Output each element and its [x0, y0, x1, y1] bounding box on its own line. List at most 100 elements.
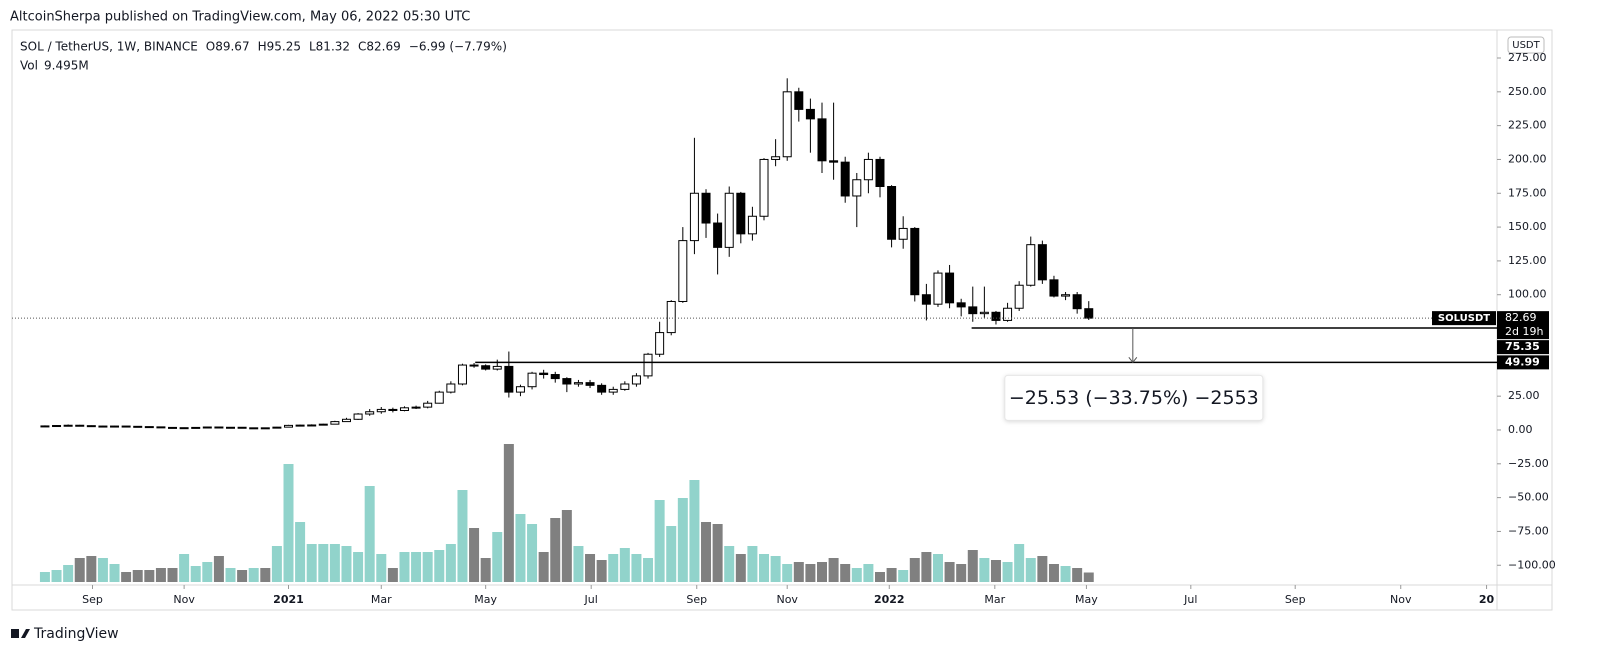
volume-bar	[190, 566, 201, 582]
candle-body	[910, 227, 920, 296]
volume-bar	[793, 562, 804, 582]
candle-body	[562, 378, 572, 385]
volume-bar	[480, 558, 491, 582]
candle-body	[585, 382, 595, 386]
candle-body	[840, 161, 850, 197]
volume-bar	[1072, 568, 1083, 582]
volume-bar	[329, 544, 340, 582]
x-tick-label: Sep	[82, 593, 103, 606]
legend-item: C82.69	[358, 40, 401, 54]
candle-body	[353, 413, 363, 420]
volume-bar	[874, 572, 885, 582]
candle-body	[736, 192, 746, 235]
volume-bar	[434, 550, 445, 582]
candle-body	[423, 402, 433, 408]
volume-bar	[817, 562, 827, 582]
volume-bar	[202, 562, 213, 582]
candle-body	[434, 391, 444, 404]
candle-body	[817, 118, 827, 162]
volume-bar	[619, 548, 630, 582]
volume-bar	[364, 486, 375, 582]
candle-body	[678, 240, 688, 302]
candle-body	[260, 427, 270, 430]
x-tick-label: 2022	[874, 593, 905, 606]
volume-bar	[990, 560, 1001, 582]
currency-box	[1507, 36, 1545, 54]
candle-body	[875, 158, 885, 188]
candle-body	[179, 427, 189, 430]
y-tick-label: 175.00	[1508, 186, 1547, 199]
candle-body	[898, 227, 908, 240]
y-tick-label: 25.00	[1508, 389, 1540, 402]
volume-bar	[387, 568, 398, 582]
level-tag	[1497, 340, 1549, 355]
candle-body	[620, 383, 630, 390]
legend-item: −6.99 (−7.79%)	[409, 40, 507, 54]
y-tick-label: 100.00	[1508, 288, 1547, 301]
candle-body	[921, 294, 931, 305]
candle-body	[249, 427, 259, 430]
candle-body	[527, 372, 537, 388]
legend-item: H95.25	[258, 40, 301, 54]
volume-bar	[457, 490, 468, 582]
price-tag-text: 82.69	[1505, 311, 1537, 324]
volume-legend: Vol	[20, 59, 38, 73]
volume-bar	[747, 546, 758, 582]
volume-bar	[318, 544, 329, 582]
candle-body	[666, 300, 676, 334]
volume-bar	[260, 568, 271, 582]
candle-body	[202, 426, 212, 429]
y-tick-label: −100.00	[1508, 558, 1556, 571]
y-tick-label: 0.00	[1508, 423, 1533, 436]
candle-body	[945, 272, 955, 304]
countdown: 2d 19h	[1505, 325, 1543, 338]
candle-body	[237, 426, 247, 429]
volume-bar	[469, 528, 480, 582]
candle-body	[1049, 279, 1059, 297]
volume-bar	[921, 552, 932, 582]
volume-bar	[376, 554, 387, 582]
volume-bar	[248, 568, 259, 582]
candle-body	[295, 424, 305, 427]
candle-body	[75, 424, 85, 427]
candle-body	[550, 374, 560, 380]
volume-bar	[550, 518, 561, 582]
candle-body	[597, 384, 607, 393]
x-tick-label: Nov	[1390, 593, 1412, 606]
candle-body	[655, 332, 665, 355]
volume-bar	[886, 568, 897, 582]
candle-body	[504, 365, 514, 393]
volume-bar	[411, 552, 422, 582]
volume-bar	[654, 500, 665, 582]
x-tick-label: Mar	[984, 593, 1005, 606]
level-tag-text: 49.99	[1505, 355, 1540, 368]
volume-bar	[97, 558, 108, 582]
candle-body	[573, 382, 583, 385]
volume-bar	[944, 562, 955, 582]
volume-bar	[596, 560, 607, 582]
volume-bar	[677, 498, 688, 582]
candle-body	[515, 386, 525, 393]
candle-body	[52, 425, 62, 428]
x-tick-label: May	[1075, 593, 1098, 606]
header: AltcoinSherpa published on TradingView.c…	[10, 10, 470, 25]
candle-body	[365, 411, 375, 415]
volume-bar	[503, 444, 514, 582]
volume-bar	[608, 554, 619, 582]
volume-bar	[283, 464, 294, 582]
measure-box	[1004, 374, 1264, 421]
volume-bar	[932, 554, 943, 582]
volume-bar	[967, 550, 978, 582]
volume-bar	[1060, 566, 1071, 582]
volume-bar	[109, 564, 120, 582]
volume-bar	[712, 524, 723, 582]
candle-body	[968, 306, 978, 315]
volume-bar	[701, 522, 712, 582]
volume-bar	[515, 514, 526, 582]
candle-body	[759, 158, 769, 217]
volume-bar	[1083, 572, 1094, 582]
candle-body	[991, 311, 1001, 321]
x-tick-label: 20	[1479, 593, 1495, 606]
candle-body	[110, 425, 120, 428]
